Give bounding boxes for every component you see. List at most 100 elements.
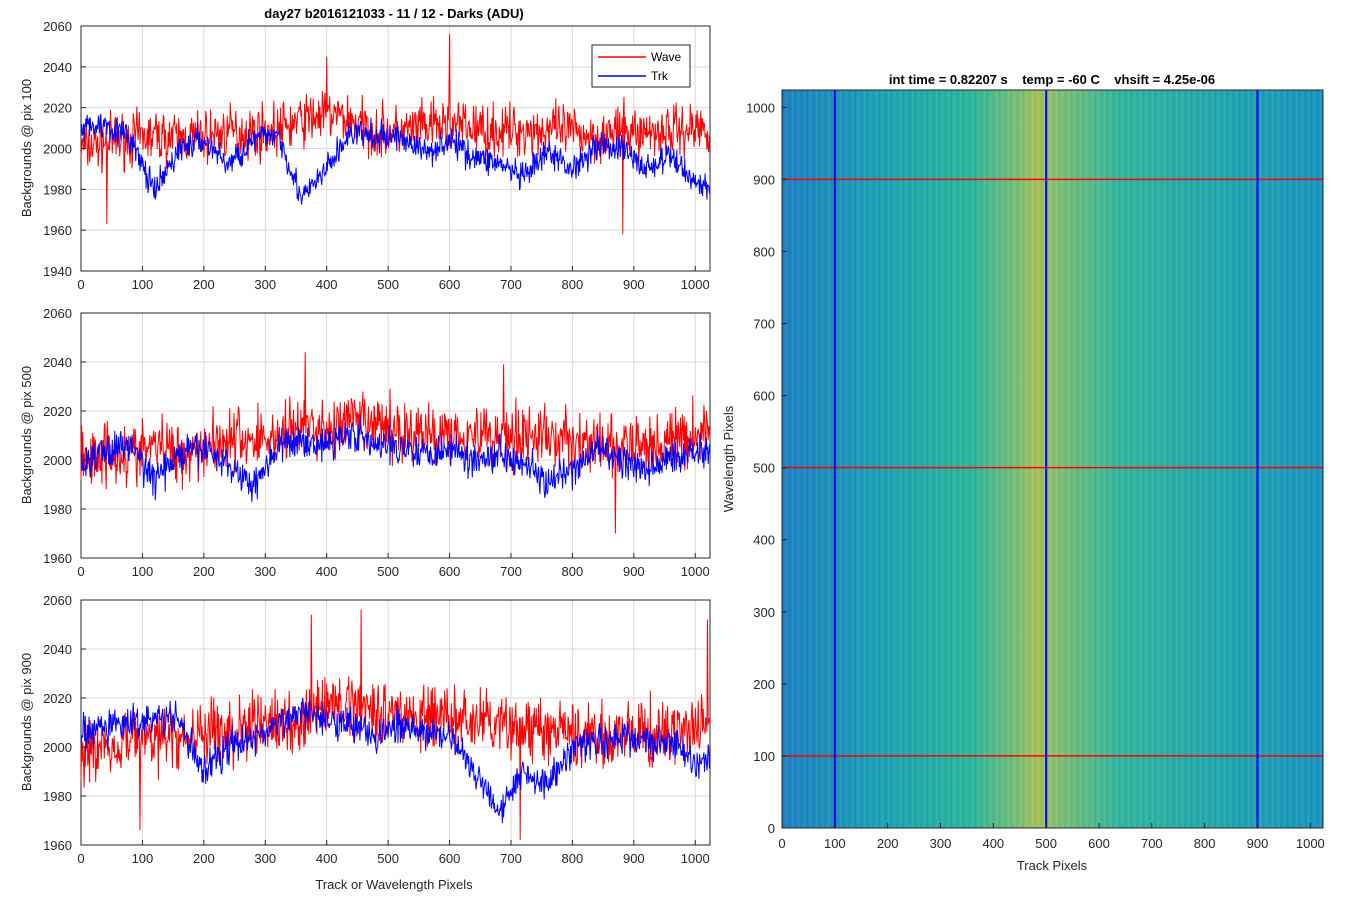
y-tick-label: 2020 <box>43 404 72 419</box>
x-tick-label: 700 <box>500 277 522 292</box>
x-tick-label: 800 <box>1194 836 1216 851</box>
x-tick-label: 900 <box>623 277 645 292</box>
y-tick-label: 2040 <box>43 355 72 370</box>
x-tick-label: 300 <box>254 564 276 579</box>
y-tick-label: 1000 <box>746 100 775 115</box>
x-tick-label: 700 <box>500 564 522 579</box>
y-tick-label: 400 <box>753 533 775 548</box>
x-tick-label: 1000 <box>1296 836 1325 851</box>
y-tick-label: 2040 <box>43 642 72 657</box>
x-tick-label: 0 <box>778 836 785 851</box>
x-tick-label: 300 <box>254 851 276 866</box>
chart-title: day27 b2016121033 - 11 / 12 - Darks (ADU… <box>264 6 523 21</box>
x-tick-label: 900 <box>623 851 645 866</box>
panel-pix-500: 0 100 200 300 400 500 600 700 800 900 1000 1960 198… <box>19 306 711 579</box>
x-tick-label: 600 <box>1088 836 1110 851</box>
heatmap-texture <box>782 90 1323 828</box>
panel-pix-100: day27 b2016121033 - 11 / 12 - Darks (ADU… <box>19 6 711 292</box>
x-tick-label: 100 <box>132 851 154 866</box>
x-tick-label: 400 <box>316 851 338 866</box>
x-tick-label: 400 <box>982 836 1004 851</box>
y-ticks: 1960 1980 2000 2020 2040 2060 <box>43 593 86 853</box>
x-tick-label: 500 <box>377 277 399 292</box>
x-tick-label: 400 <box>316 564 338 579</box>
x-ticks: 0 100 200 300 400 500 600 700 800 900 1000 <box>77 553 710 579</box>
plot-area <box>80 599 711 846</box>
y-tick-label: 100 <box>753 749 775 764</box>
x-tick-label: 400 <box>316 277 338 292</box>
legend: Wave Trk <box>591 44 691 88</box>
y-tick-label: 2000 <box>43 453 72 468</box>
y-tick-label: 2000 <box>43 142 72 157</box>
heatmap-title: int time = 0.82207 s temp = -60 C vhsift… <box>889 72 1215 87</box>
x-ticks: 0 100 200 300 400 500 600 700 800 900 1000 <box>77 840 710 866</box>
panel-heatmap: int time = 0.82207 s temp = -60 C vhsift… <box>721 72 1325 873</box>
heatmap-frame <box>781 89 1324 829</box>
y-tick-label: 2060 <box>43 593 72 608</box>
x-axis-label: Track or Wavelength Pixels <box>315 877 473 892</box>
x-axis-label: Track Pixels <box>1017 858 1088 873</box>
y-tick-label: 600 <box>753 389 775 404</box>
x-tick-label: 800 <box>562 851 584 866</box>
x-tick-label: 800 <box>562 564 584 579</box>
legend-label-trk: Trk <box>651 69 669 83</box>
series-lines <box>80 609 711 841</box>
x-tick-label: 600 <box>439 564 461 579</box>
y-tick-label: 500 <box>753 461 775 476</box>
x-tick-label: 0 <box>77 277 84 292</box>
y-tick-label: 900 <box>753 172 775 187</box>
y-tick-label: 2060 <box>43 19 72 34</box>
x-tick-label: 700 <box>500 851 522 866</box>
x-tick-label: 200 <box>877 836 899 851</box>
x-ticks: 0 100 200 300 400 500 600 700 800 900 1000 <box>77 266 710 292</box>
x-tick-label: 500 <box>377 564 399 579</box>
y-tick-label: 700 <box>753 317 775 332</box>
y-tick-label: 1960 <box>43 223 72 238</box>
y-tick-label: 2060 <box>43 306 72 321</box>
x-tick-label: 600 <box>439 277 461 292</box>
y-tick-label: 1980 <box>43 502 72 517</box>
y-tick-label: 2000 <box>43 740 72 755</box>
x-ticks: 0 100 200 300 400 500 600 700 800 900 1000 <box>778 823 1325 851</box>
y-tick-label: 2040 <box>43 60 72 75</box>
marker-lines <box>782 90 1323 828</box>
y-tick-label: 1940 <box>43 264 72 279</box>
y-axis-label: Backgrounds @ pix 100 <box>19 79 34 217</box>
x-tick-label: 200 <box>193 851 215 866</box>
y-tick-label: 1960 <box>43 551 72 566</box>
x-tick-label: 800 <box>562 277 584 292</box>
y-ticks: 1940 1960 1980 2000 2020 2040 2060 <box>43 19 86 279</box>
y-axis-label: Wavelength Pixels <box>721 405 736 512</box>
x-tick-label: 200 <box>193 277 215 292</box>
x-tick-label: 1000 <box>681 851 710 866</box>
x-tick-label: 500 <box>1035 836 1057 851</box>
x-tick-label: 500 <box>377 851 399 866</box>
legend-label-wave: Wave <box>651 50 682 64</box>
series-line-trk <box>80 415 711 502</box>
x-tick-label: 100 <box>132 277 154 292</box>
x-tick-label: 0 <box>77 564 84 579</box>
y-ticks: 1960 1980 2000 2020 2040 2060 <box>43 306 86 566</box>
series-lines <box>80 34 711 235</box>
y-tick-label: 200 <box>753 677 775 692</box>
x-tick-label: 1000 <box>681 564 710 579</box>
x-tick-label: 100 <box>824 836 846 851</box>
y-axis-label: Backgrounds @ pix 900 <box>19 653 34 791</box>
y-tick-label: 300 <box>753 605 775 620</box>
y-tick-label: 1980 <box>43 789 72 804</box>
y-axis-label: Backgrounds @ pix 500 <box>19 366 34 504</box>
x-tick-label: 200 <box>193 564 215 579</box>
series-lines <box>80 352 711 534</box>
grid <box>80 599 710 846</box>
x-tick-label: 900 <box>623 564 645 579</box>
y-tick-label: 1960 <box>43 838 72 853</box>
y-tick-label: 800 <box>753 244 775 259</box>
y-tick-label: 1980 <box>43 182 72 197</box>
series-line-trk <box>80 114 711 205</box>
x-tick-label: 600 <box>439 851 461 866</box>
x-tick-label: 900 <box>1247 836 1269 851</box>
y-ticks: 0 100 200 300 400 500 600 700 800 900 1000 <box>746 100 787 836</box>
y-tick-label: 2020 <box>43 691 72 706</box>
y-tick-label: 2020 <box>43 101 72 116</box>
